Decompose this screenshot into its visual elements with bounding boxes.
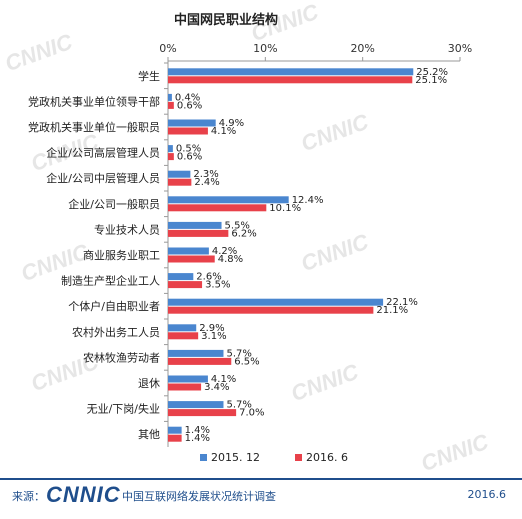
bar <box>168 101 174 109</box>
bar <box>168 324 197 332</box>
bar <box>168 273 194 281</box>
data-label: 5.7% <box>226 400 251 411</box>
x-tick-label: 20% <box>350 42 374 55</box>
bar <box>168 145 173 153</box>
bar <box>168 375 208 383</box>
bar <box>168 93 172 101</box>
bar <box>168 281 203 289</box>
cnnic-logo: CNNIC <box>46 482 121 507</box>
category-label: 商业服务业职工 <box>83 248 160 262</box>
data-label: 3.4% <box>204 382 229 393</box>
bar <box>168 221 222 229</box>
category-label: 退休 <box>138 377 160 390</box>
data-label: 25.1% <box>415 75 447 86</box>
bar <box>168 229 229 237</box>
data-label: 5.5% <box>225 220 250 231</box>
data-label: 25.2% <box>416 67 448 78</box>
data-label: 0.6% <box>177 152 202 163</box>
data-label: 4.9% <box>219 118 244 129</box>
data-label: 0.6% <box>177 100 202 111</box>
category-label: 党政机关事业单位领导干部 <box>28 94 160 108</box>
bar <box>168 68 414 76</box>
footer-date: 2016.6 <box>467 488 507 501</box>
bar <box>168 306 374 314</box>
data-label: 2.9% <box>199 323 224 334</box>
legend-swatch <box>295 454 302 461</box>
x-tick-label: 0% <box>159 42 176 55</box>
bar <box>168 332 199 340</box>
category-label: 企业/公司一般职员 <box>68 197 160 211</box>
data-label: 22.1% <box>386 297 418 308</box>
bar <box>168 170 191 178</box>
bar <box>168 178 192 186</box>
bar <box>168 349 224 357</box>
bar <box>168 196 289 204</box>
bar <box>168 127 208 135</box>
bar <box>168 153 174 161</box>
data-label: 12.4% <box>292 195 324 206</box>
data-label: 7.0% <box>239 408 264 419</box>
data-label: 4.8% <box>218 254 243 265</box>
category-label: 学生 <box>138 69 160 83</box>
bar <box>168 247 209 255</box>
chart: 中国网民职业结构 0% 10% 20% 30% 学生 25.2%25.1% 党政机关事业单… <box>28 12 472 464</box>
category-label: 个体户/自由职业者 <box>68 299 160 313</box>
category-label: 企业/公司高层管理人员 <box>46 146 160 160</box>
category-label: 制造生产型企业工人 <box>61 274 160 288</box>
category-label: 其他 <box>138 428 160 441</box>
data-label: 0.5% <box>176 144 201 155</box>
bar <box>168 255 215 263</box>
x-tick-label: 30% <box>448 42 472 55</box>
data-label: 1.4% <box>185 425 210 436</box>
legend-swatch <box>200 454 207 461</box>
data-label: 1.4% <box>185 433 210 444</box>
legend-label: 2016. 6 <box>306 451 348 464</box>
category-label: 无业/下岗/失业 <box>87 403 160 416</box>
footer-org: 中国互联网络发展状况统计调查 <box>122 490 276 503</box>
bar <box>168 409 237 417</box>
bar <box>168 76 413 84</box>
bar <box>168 426 182 434</box>
data-label: 0.4% <box>175 92 200 103</box>
data-label: 10.1% <box>269 203 301 214</box>
x-tick-label: 10% <box>253 42 277 55</box>
bar <box>168 357 232 365</box>
bar <box>168 383 202 391</box>
footer: 来源： CNNIC 中国互联网络发展状况统计调查 2016.6 <box>0 478 522 519</box>
bar <box>168 119 216 127</box>
data-label: 2.6% <box>196 272 221 283</box>
legend-label: 2015. 12 <box>211 451 260 464</box>
bar <box>168 401 224 409</box>
chart-title: 中国网民职业结构 <box>174 12 278 28</box>
category-label: 党政机关事业单位一般职员 <box>28 120 160 134</box>
data-label: 2.4% <box>194 177 219 188</box>
category-label: 农林牧渔劳动者 <box>83 350 160 364</box>
footer-source-label: 来源： <box>12 490 45 503</box>
bar <box>168 298 384 306</box>
data-label: 4.1% <box>211 126 236 137</box>
category-label: 企业/公司中层管理人员 <box>46 171 160 185</box>
bar <box>168 434 182 442</box>
category-label: 专业技术人员 <box>94 222 160 236</box>
bar <box>168 204 267 212</box>
data-label: 4.1% <box>211 374 236 385</box>
data-label: 6.2% <box>231 228 256 239</box>
data-label: 3.1% <box>201 331 226 342</box>
data-label: 21.1% <box>376 305 408 316</box>
data-label: 5.7% <box>226 348 251 359</box>
data-label: 2.3% <box>193 169 218 180</box>
data-label: 6.5% <box>234 356 259 367</box>
data-label: 3.5% <box>205 280 230 291</box>
data-label: 4.2% <box>212 246 237 257</box>
category-label: 农村外出务工人员 <box>72 325 160 339</box>
